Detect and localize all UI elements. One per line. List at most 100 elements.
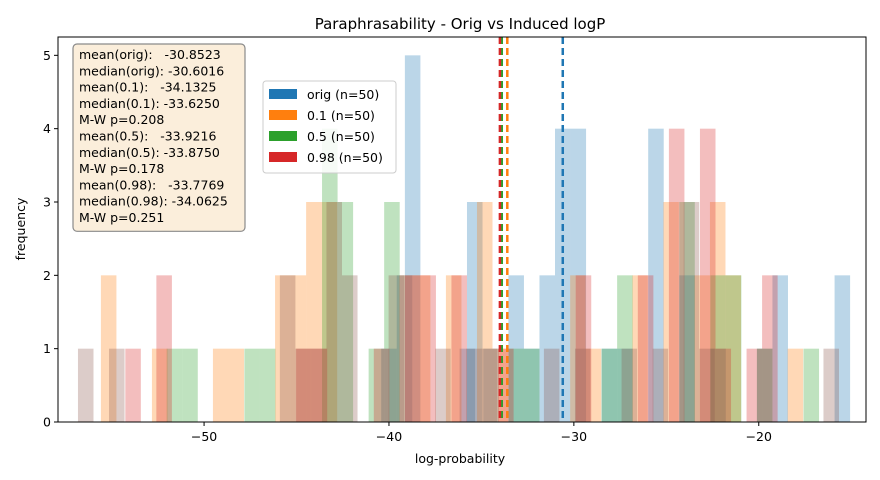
histogram-bar: [310, 348, 327, 422]
histogram-bar: [679, 275, 695, 422]
histogram-bar: [637, 275, 654, 422]
histogram-bar: [404, 275, 421, 422]
y-tick-label: 1: [43, 341, 51, 356]
stats-line: mean(0.98): -33.7769: [79, 177, 224, 192]
legend-label: 0.5 (n=50): [307, 129, 375, 144]
series-4-bars: [125, 128, 778, 422]
histogram-bar: [244, 348, 260, 422]
histogram-bar: [381, 348, 397, 422]
histogram-bar: [275, 275, 291, 422]
histogram-bar: [399, 275, 415, 422]
histogram-bar: [694, 275, 710, 422]
legend: orig (n=50) 0.1 (n=50) 0.5 (n=50) 0.98 (n=5…: [262, 80, 397, 174]
stats-line: median(0.1): -33.6250: [79, 96, 220, 111]
histogram-bar: [668, 128, 685, 422]
histogram-bar: [648, 128, 664, 422]
histogram-bar: [182, 348, 198, 422]
histogram-bar: [212, 348, 229, 422]
histogram-bar: [151, 348, 168, 422]
stats-line: mean(0.5): -33.9216: [79, 129, 216, 144]
legend-swatch: [269, 131, 297, 141]
histogram-bar: [492, 348, 509, 422]
histogram-bar: [762, 275, 778, 422]
x-tick-label: −30: [561, 429, 587, 444]
histogram-bar: [384, 202, 400, 422]
histogram-bar: [621, 348, 638, 422]
histogram-bar: [679, 202, 695, 422]
y-tick-label: 0: [43, 415, 51, 430]
histogram-bar: [125, 348, 141, 422]
histogram-bar: [601, 348, 618, 422]
x-tick-label: −50: [191, 429, 217, 444]
histogram-bar: [585, 348, 602, 422]
histogram-bar: [617, 348, 633, 422]
histogram-bar: [575, 275, 592, 422]
histogram-bar: [570, 275, 586, 422]
legend-swatch: [269, 152, 297, 162]
histogram-bar: [295, 348, 311, 422]
histogram-bar: [466, 202, 483, 422]
series-3-bars: [166, 128, 820, 422]
histogram-bar: [414, 275, 431, 422]
histogram-bar: [311, 348, 328, 422]
stats-line: mean(orig): -30.8523: [79, 47, 221, 62]
histogram-bar: [715, 348, 732, 422]
histogram-bar: [459, 348, 476, 422]
histogram-bar: [570, 128, 587, 422]
stats-box-frame: [72, 43, 246, 232]
legend-swatch: [269, 110, 297, 120]
histogram-bar: [652, 348, 669, 422]
histogram-bar: [710, 348, 726, 422]
histogram-bar: [306, 202, 322, 422]
histogram-bar: [555, 128, 571, 422]
histogram-bar: [279, 275, 296, 422]
histogram-bar: [803, 348, 820, 422]
histogram-bar: [787, 348, 804, 422]
histogram-bar: [451, 275, 467, 422]
histogram-bar: [435, 348, 451, 422]
histogram-bar: [342, 275, 358, 422]
stats-line: median(0.5): -33.8750: [79, 145, 220, 160]
stats-line: M-W p=0.208: [79, 112, 164, 127]
stats-line: mean(0.1): -34.1325: [79, 80, 216, 95]
histogram-bar: [746, 348, 763, 422]
histogram-bar: [368, 348, 385, 422]
stats-line: median(0.98): -34.0625: [79, 194, 228, 209]
stats-line: M-W p=0.251: [79, 210, 164, 225]
histogram-bar: [228, 348, 245, 422]
histogram-bar: [481, 348, 498, 422]
y-tick-label: 2: [43, 268, 51, 283]
histogram-bar: [466, 348, 482, 422]
series-1-bars: [381, 55, 851, 422]
y-axis-label: frequency: [13, 197, 28, 260]
histogram-bar: [574, 348, 591, 422]
histogram-bar: [321, 202, 338, 422]
y-tick-label: 3: [43, 195, 51, 210]
histogram-bar: [290, 275, 307, 422]
series-2-bars: [100, 202, 804, 422]
histogram-bar: [663, 202, 679, 422]
histogram-bar: [476, 202, 493, 422]
histogram-bar: [834, 275, 851, 422]
histogram-bar: [156, 275, 172, 422]
histogram-bar: [523, 348, 540, 422]
histogram-bar: [508, 348, 524, 422]
y-tick-label: 4: [43, 121, 51, 136]
histogram-bar: [337, 202, 354, 422]
legend-label: orig (n=50): [307, 87, 379, 102]
histogram-bar: [725, 275, 742, 422]
histogram-bar: [100, 275, 117, 422]
histogram-bar: [756, 348, 773, 422]
histogram-bar: [709, 202, 726, 422]
histogram-bar: [699, 128, 716, 422]
histogram-bar: [109, 348, 125, 422]
stats-line: M-W p=0.178: [79, 161, 164, 176]
histogram-bar: [683, 202, 700, 422]
histogram-bar: [725, 275, 742, 422]
axes-frame: [57, 36, 867, 423]
histogram-bar: [388, 275, 405, 422]
histogram-bar: [326, 202, 343, 422]
chart-title: Paraphrasability - Orig vs Induced logP: [315, 15, 606, 33]
x-tick-label: −20: [746, 429, 772, 444]
